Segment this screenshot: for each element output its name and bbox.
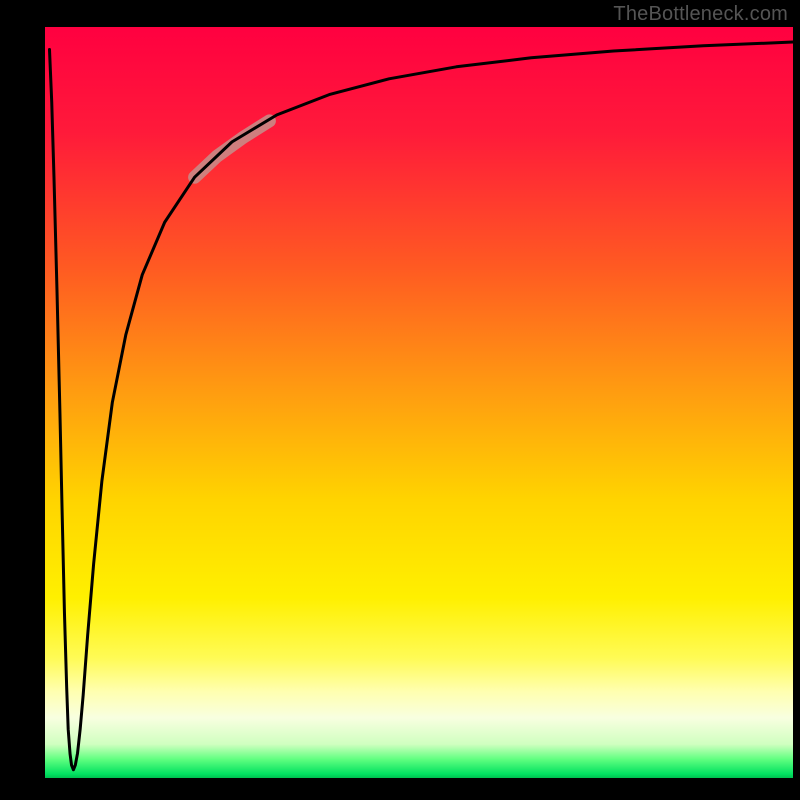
chart-gradient-background: [45, 27, 793, 778]
chart-root: { "meta": { "watermark_text": "TheBottle…: [0, 0, 800, 800]
chart-plot: [0, 0, 800, 800]
chart-svg: [0, 0, 800, 800]
watermark-text: TheBottleneck.com: [613, 3, 788, 26]
